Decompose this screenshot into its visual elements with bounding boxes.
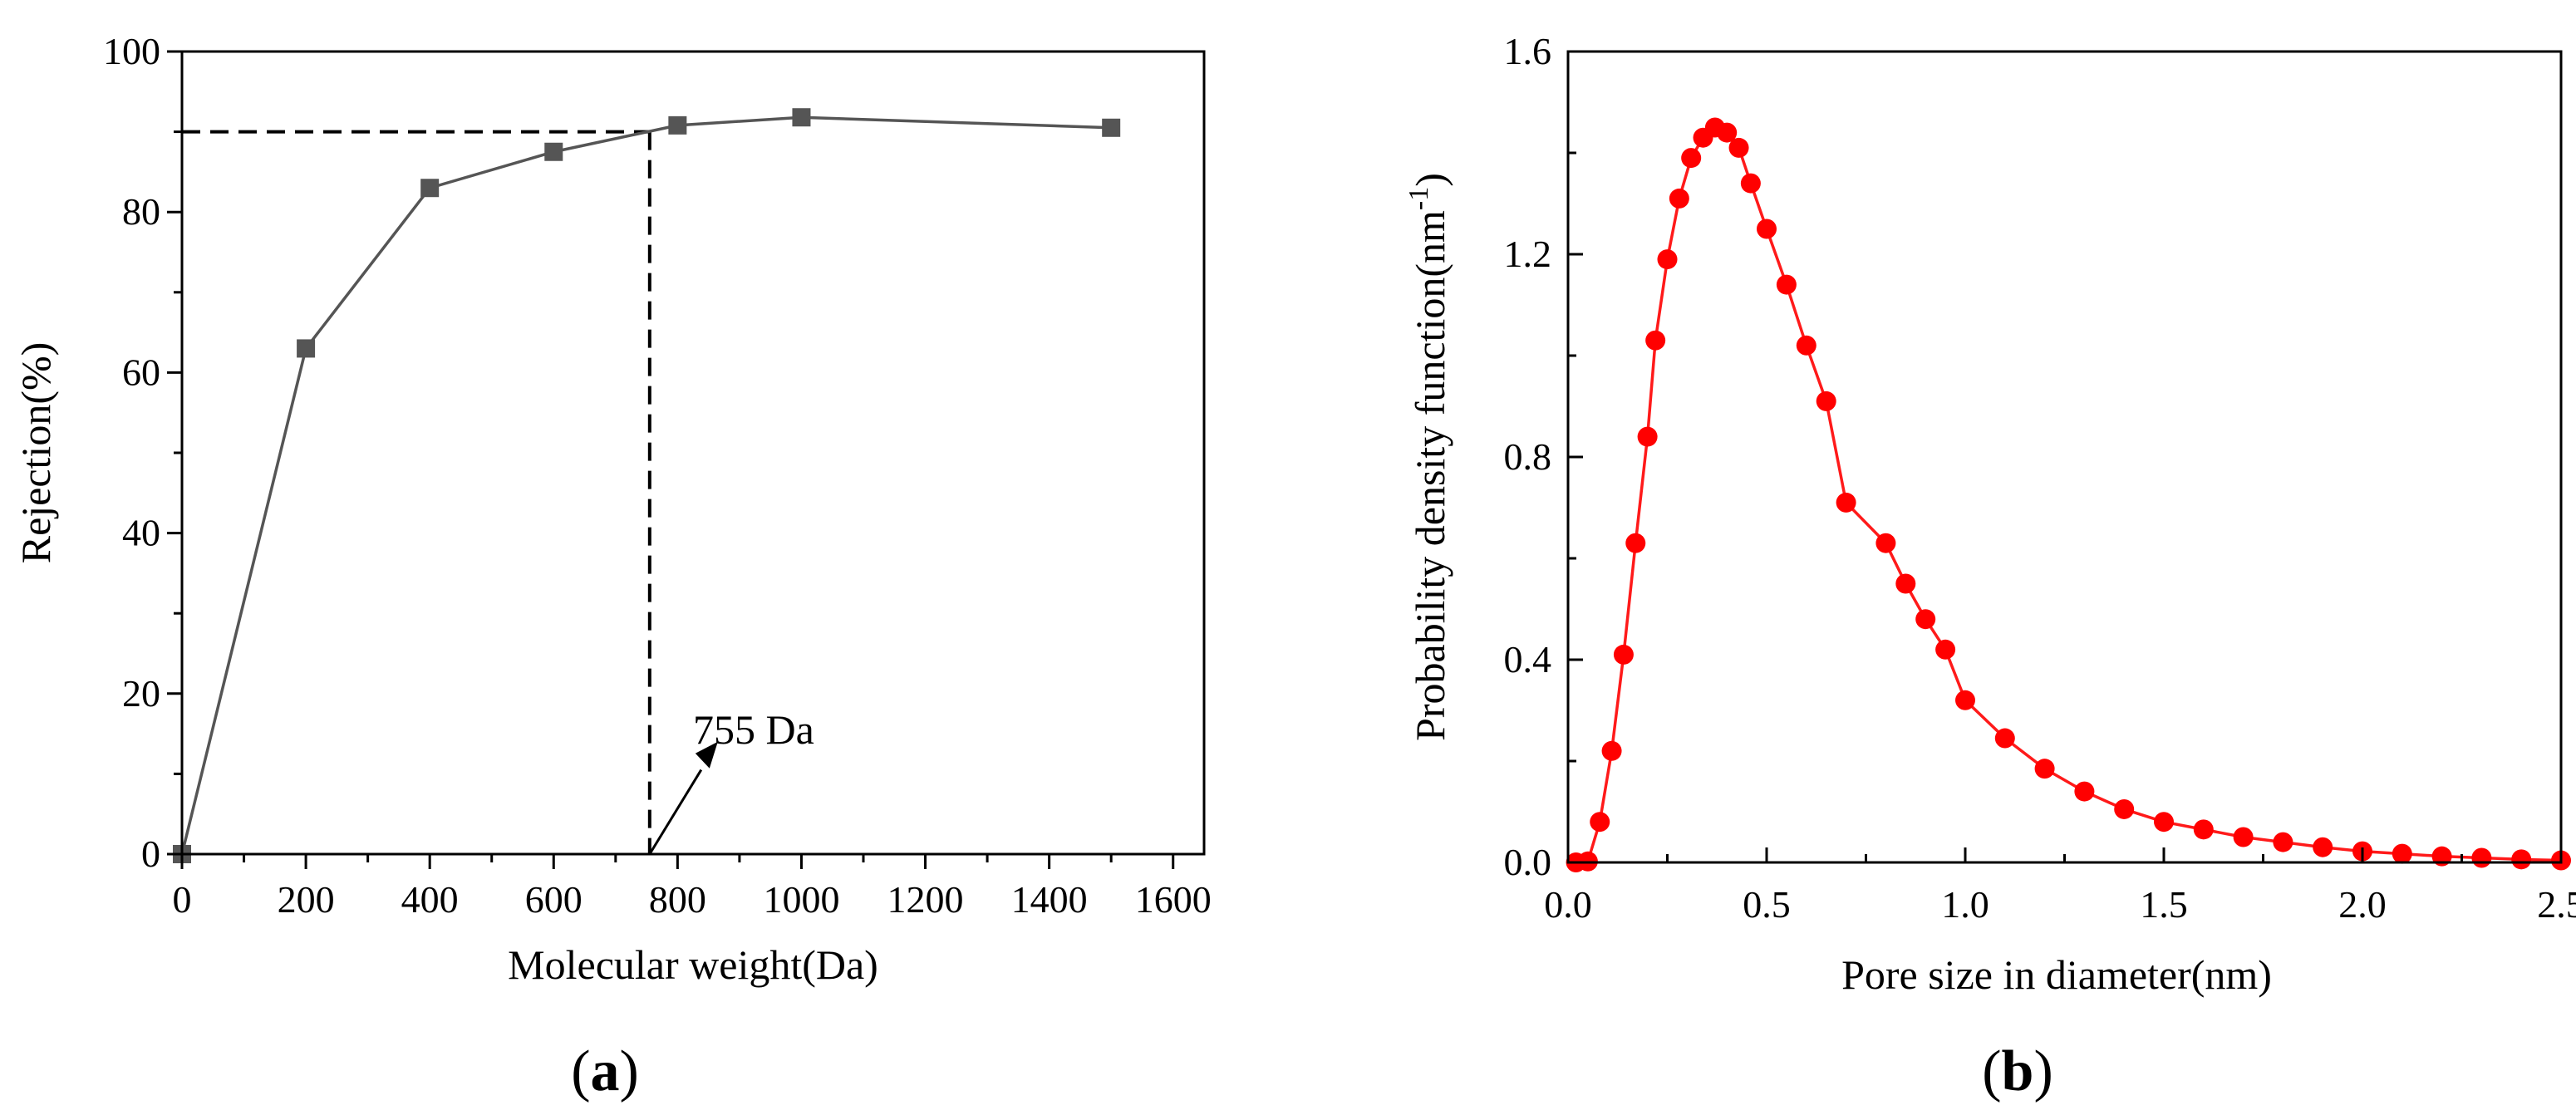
data-point	[1935, 639, 1956, 660]
x-tick-label: 1.5	[2140, 883, 2188, 926]
data-point	[1776, 274, 1797, 295]
data-point	[1728, 137, 1749, 158]
x-tick-label: 1600	[1135, 878, 1212, 921]
data-point	[1816, 390, 1836, 411]
y-tick-label: 60	[122, 351, 160, 393]
chart-a-marks	[173, 108, 1121, 863]
panel-label-a: (a)	[571, 1039, 639, 1103]
chart-b-ylabel: Probability density function(nm-1)	[1404, 173, 1453, 741]
data-point	[544, 142, 563, 161]
y-tick-label: 0.4	[1504, 638, 1552, 680]
data-point	[1836, 492, 1856, 513]
data-point	[1637, 426, 1658, 447]
data-point	[2233, 827, 2254, 847]
x-tick-label: 0.0	[1544, 883, 1592, 926]
y-tick-label: 1.2	[1504, 233, 1552, 275]
x-tick-label: 0.5	[1743, 883, 1791, 926]
y-tick-label: 20	[122, 672, 160, 715]
data-point	[2392, 843, 2412, 864]
data-point	[1875, 533, 1896, 553]
x-tick-label: 800	[649, 878, 706, 921]
chart-a-annotation: 755 Da	[693, 706, 814, 753]
data-point	[1102, 118, 1121, 137]
data-point	[668, 115, 687, 135]
data-point	[1657, 249, 1678, 270]
series-line-pdf	[1576, 125, 2562, 864]
y-tick-label: 80	[122, 190, 160, 233]
data-point	[1625, 533, 1646, 553]
x-tick-label: 2.5	[2537, 883, 2576, 926]
chart-a: 0 200 400 600 800 1000 1200 1400 1600 0 20 40 60 80 10…	[12, 30, 1212, 1103]
data-point	[1717, 122, 1738, 143]
x-tick-label: 0	[173, 878, 192, 921]
data-point	[792, 108, 811, 127]
data-point	[2074, 781, 2095, 802]
data-point	[1590, 812, 1610, 833]
data-point	[1601, 740, 1622, 761]
chart-a-ticks: 0 200 400 600 800 1000 1200 1400 1600 0 20 40 60 80 10…	[103, 30, 1212, 921]
x-tick-label: 1000	[763, 878, 839, 921]
data-point	[2273, 832, 2293, 852]
x-tick-label: 1400	[1011, 878, 1088, 921]
x-tick-label: 200	[278, 878, 335, 921]
data-point	[1994, 728, 2015, 749]
chart-b-frame	[1566, 50, 2563, 864]
y-tick-label: 40	[122, 512, 160, 554]
data-point	[1796, 335, 1816, 356]
chart-b-marks	[1566, 117, 2571, 872]
x-tick-label: 1.0	[1941, 883, 1989, 926]
data-point	[1645, 330, 1666, 351]
data-point	[1669, 188, 1689, 209]
data-point	[2154, 812, 2174, 833]
data-point	[1757, 219, 1777, 239]
data-point	[1895, 573, 1916, 594]
x-tick-label: 600	[525, 878, 583, 921]
annotation-arrow-shaft	[648, 769, 703, 855]
chart-b: 0.0 0.5 1.0 1.5 2.0 2.5 0.0 0.4 0.8 1.2 1.6 Pore s…	[1404, 30, 2576, 1103]
data-point	[2034, 759, 2055, 779]
y-tick-label: 0.0	[1504, 841, 1552, 883]
chart-b-ticks: 0.0 0.5 1.0 1.5 2.0 2.5 0.0 0.4 0.8 1.2 1.6	[1504, 30, 2576, 926]
data-point	[2471, 847, 2492, 868]
chart-a-ylabel: Rejection(%)	[12, 342, 59, 564]
x-tick-label: 1200	[887, 878, 964, 921]
x-tick-label: 2.0	[2338, 883, 2387, 926]
data-point	[420, 179, 440, 198]
annotation-arrowhead	[695, 741, 718, 769]
data-point	[1613, 644, 1634, 665]
series-line-rejection	[180, 115, 1112, 855]
data-point	[1915, 609, 1936, 630]
data-point	[1955, 690, 1975, 710]
y-tick-label: 0.8	[1504, 435, 1552, 478]
data-point	[2114, 798, 2135, 819]
data-point	[2313, 837, 2333, 857]
y-tick-label: 100	[103, 30, 160, 72]
data-point	[1740, 173, 1761, 194]
y-tick-label: 1.6	[1504, 30, 1552, 72]
panel-label-b: (b)	[1982, 1039, 2053, 1103]
y-tick-label: 0	[141, 833, 160, 875]
chart-b-xlabel: Pore size in diameter(nm)	[1841, 951, 2272, 998]
data-point	[297, 339, 316, 358]
data-point	[2511, 849, 2532, 870]
data-point	[1681, 148, 1702, 169]
chart-a-xlabel: Molecular weight(Da)	[508, 941, 878, 988]
data-point	[2193, 819, 2214, 840]
x-tick-label: 400	[401, 878, 459, 921]
